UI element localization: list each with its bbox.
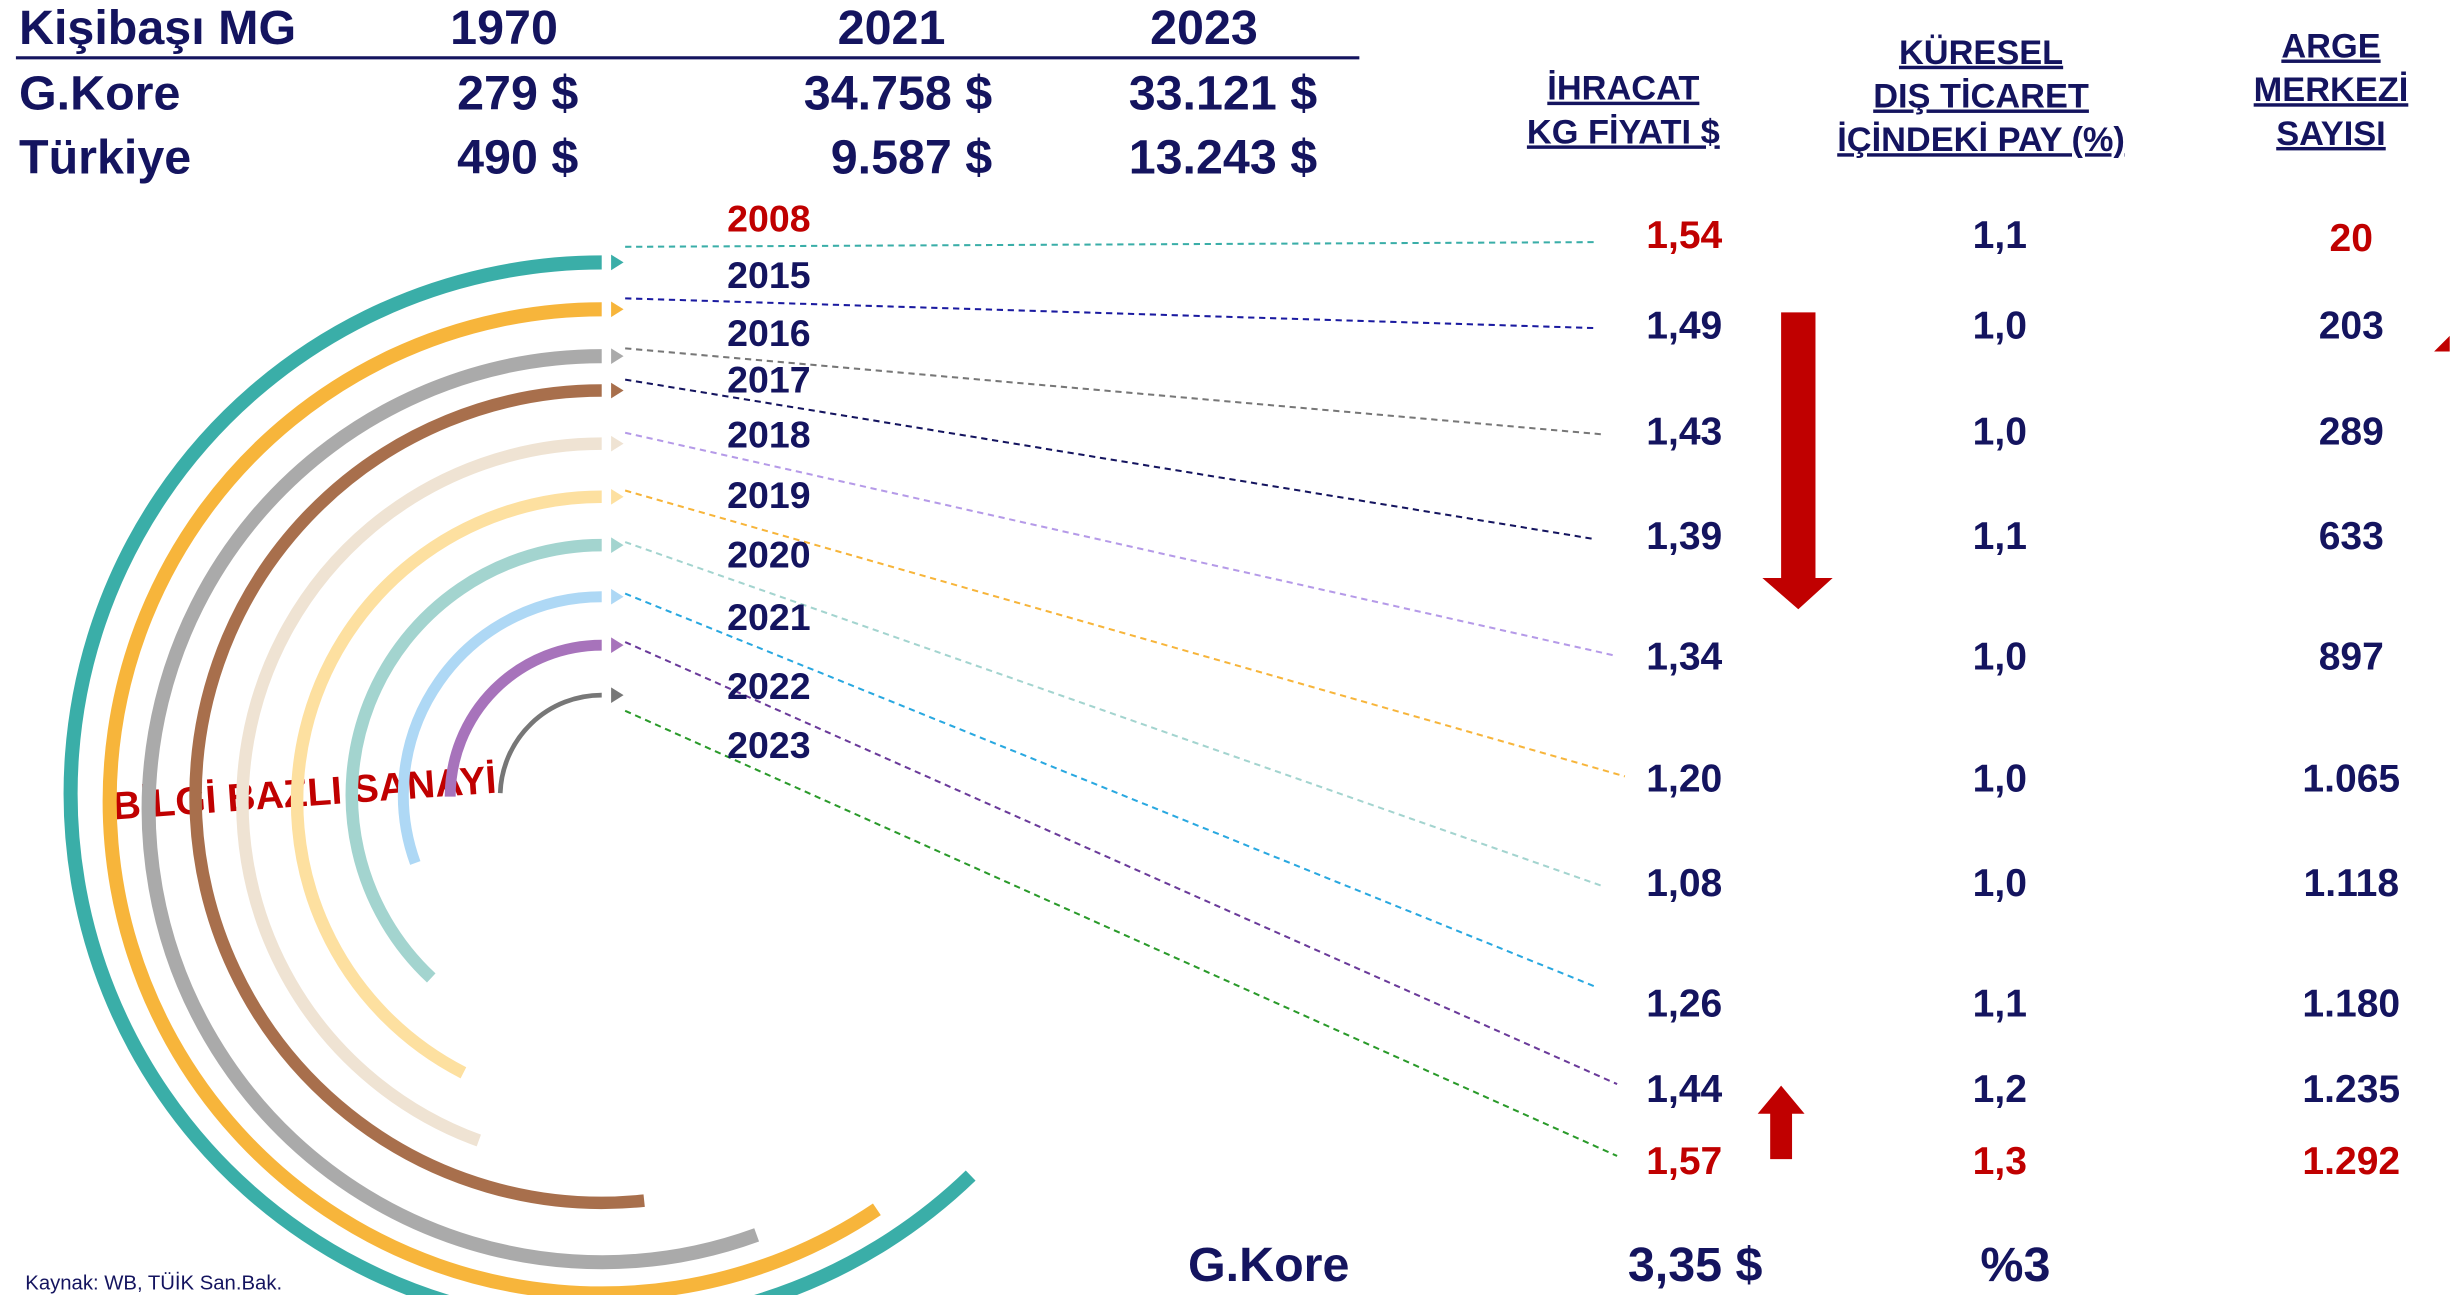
year-label: 2020 xyxy=(727,534,810,576)
table-cell: 1,39 xyxy=(1646,515,1722,558)
table-cell: 203 xyxy=(2319,304,2384,347)
table-cell: 1,1 xyxy=(1973,982,2027,1025)
top-cell: 13.243 $ xyxy=(1129,131,1318,185)
table-cell: 1,57 xyxy=(1646,1140,1722,1183)
table-cell: 1.118 xyxy=(2304,862,2400,905)
table-cell: 1.180 xyxy=(2302,982,2400,1025)
column-header: ARGE xyxy=(2281,28,2380,66)
arc-tip xyxy=(611,436,623,452)
table-cell: 1,1 xyxy=(1973,515,2027,558)
year-label: 2016 xyxy=(727,312,810,354)
arc-tip xyxy=(611,687,623,703)
arc-tip xyxy=(611,489,623,505)
table-cell: 1.292 xyxy=(2302,1140,2400,1183)
leader-line xyxy=(625,542,1601,886)
table-cell: 897 xyxy=(2319,636,2384,679)
arc-tip xyxy=(611,537,623,553)
slide: BİLGİ BAZLI SANAYİ Kaynak: WB, TÜİK San.… xyxy=(0,0,2450,1295)
footer-cell: G.Kore xyxy=(1188,1238,1349,1292)
top-cell: G.Kore xyxy=(19,67,180,121)
table-cell: 1,0 xyxy=(1973,304,2027,347)
year-label: 2018 xyxy=(727,413,810,455)
table-cell: 1,0 xyxy=(1973,862,2027,905)
top-header: 2023 xyxy=(1150,1,1258,55)
table-cell: 1,3 xyxy=(1973,1140,2027,1183)
year-label: 2015 xyxy=(727,254,810,296)
top-cell: 33.121 $ xyxy=(1129,67,1318,121)
top-header: 1970 xyxy=(450,1,558,55)
year-label: 2022 xyxy=(727,665,810,707)
table-cell: 1,0 xyxy=(1973,757,2027,800)
arc-tip xyxy=(611,383,623,399)
arc-tip xyxy=(611,589,623,605)
footer-cell: 3,35 $ xyxy=(1628,1238,1763,1292)
column-header: SAYISI xyxy=(2276,115,2386,153)
top-header: Kişibaşı MG xyxy=(19,1,296,55)
table-cell: 1,43 xyxy=(1646,411,1722,454)
table-cell: 1.235 xyxy=(2302,1068,2400,1111)
table-cell: 1.065 xyxy=(2302,757,2400,800)
top-header: 2021 xyxy=(838,1,946,55)
arc-tip xyxy=(611,301,623,317)
column-header: MERKEZİ xyxy=(2254,71,2409,109)
table-cell: 20 xyxy=(2330,217,2373,260)
up-arrow xyxy=(1758,1086,1805,1159)
footer-cell: %3 xyxy=(1980,1238,2050,1292)
table-cell: 1,2 xyxy=(1973,1068,2027,1111)
arc xyxy=(500,695,601,793)
top-cell: Türkiye xyxy=(19,131,191,185)
table-cell: 1,20 xyxy=(1646,757,1722,800)
top-cell: 279 $ xyxy=(457,67,578,121)
top-cell: 490 $ xyxy=(457,131,578,185)
edge-arrow xyxy=(2434,336,2450,352)
year-label: 2019 xyxy=(727,474,810,516)
leader-line xyxy=(625,594,1597,988)
table-cell: 1,26 xyxy=(1646,982,1722,1025)
year-label: 2021 xyxy=(727,596,810,638)
table-cell: 1,34 xyxy=(1646,636,1722,679)
top-cell: 9.587 $ xyxy=(831,131,993,185)
table-cell: 1,44 xyxy=(1646,1068,1722,1111)
table-cell: 1,0 xyxy=(1973,636,2027,679)
arc xyxy=(403,597,601,863)
table-cell: 1,49 xyxy=(1646,304,1722,347)
leader-line xyxy=(625,242,1594,247)
table-cell: 633 xyxy=(2319,515,2384,558)
leader-line xyxy=(625,642,1617,1084)
year-label: 2023 xyxy=(727,724,810,766)
table-cell: 1,0 xyxy=(1973,411,2027,454)
table-cell: 289 xyxy=(2319,411,2384,454)
arc-tip xyxy=(611,637,623,653)
source: Kaynak: WB, TÜİK San.Bak. xyxy=(25,1271,282,1294)
table-cell: 1,1 xyxy=(1973,214,2027,257)
column-header: DIŞ TİCARET xyxy=(1873,77,2089,115)
table-cell: 1,08 xyxy=(1646,862,1722,905)
column-header: İHRACAT xyxy=(1547,70,1699,108)
column-header: KG FİYATI $ xyxy=(1527,113,1720,151)
arc-tip xyxy=(611,348,623,364)
arc-tip xyxy=(611,255,623,271)
year-label: 2008 xyxy=(727,198,810,240)
down-arrow xyxy=(1762,312,1832,609)
table-cell: 1,54 xyxy=(1646,214,1722,257)
column-header: KÜRESEL xyxy=(1899,33,2063,72)
top-cell: 34.758 $ xyxy=(804,67,993,121)
column-header: İÇİNDEKİ PAY (%) xyxy=(1837,121,2125,159)
year-label: 2017 xyxy=(727,359,810,401)
leader-line xyxy=(625,711,1617,1156)
